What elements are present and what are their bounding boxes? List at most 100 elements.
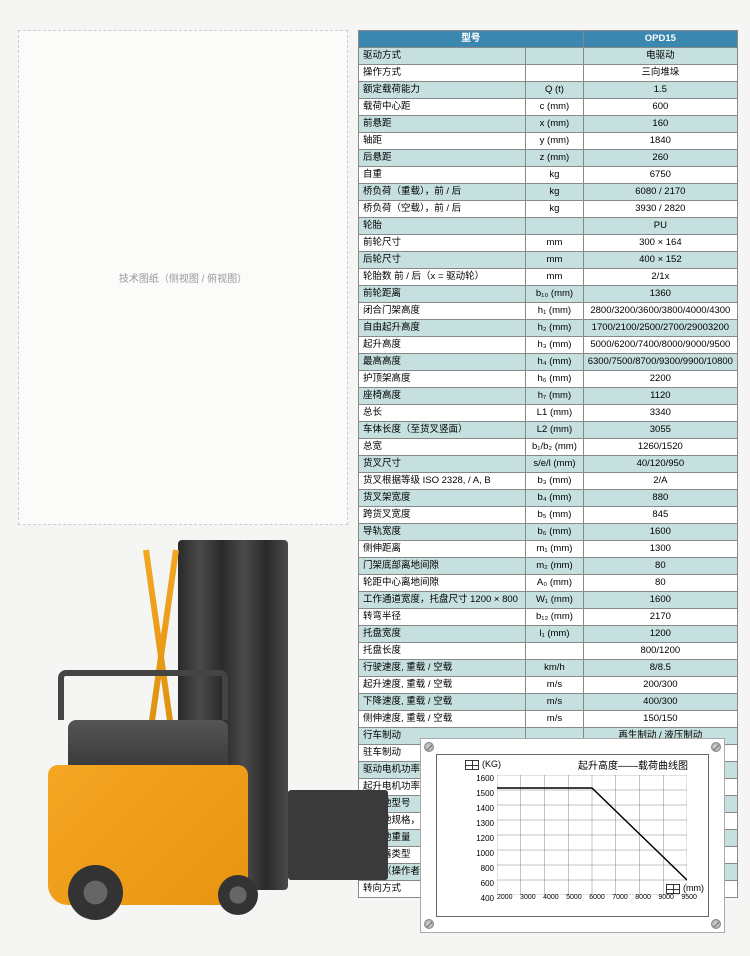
spec-value: 1.5: [583, 82, 737, 99]
x-tick-label: 8000: [635, 894, 651, 901]
screw-icon: [424, 919, 434, 929]
table-header-row: 型号 OPD15: [359, 31, 738, 48]
table-row: 轮胎PU: [359, 218, 738, 235]
screw-icon: [424, 742, 434, 752]
table-row: 货叉根据等级 ISO 2328, / A, Bb₃ (mm)2/A: [359, 473, 738, 490]
header-value: OPD15: [583, 31, 737, 48]
table-row: 自重kg6750: [359, 167, 738, 184]
table-row: 桥负荷（空载），前 / 后kg3930 / 2820: [359, 201, 738, 218]
table-row: 跨货叉宽度b₅ (mm)845: [359, 507, 738, 524]
x-axis-labels: 200030004000500060007000800090009500: [497, 894, 697, 901]
spec-unit: L1 (mm): [526, 405, 583, 422]
spec-unit: b₃ (mm): [526, 473, 583, 490]
front-wheel: [218, 875, 258, 915]
table-row: 侧伸速度, 重载 / 空载m/s150/150: [359, 711, 738, 728]
spec-unit: mm: [526, 269, 583, 286]
spec-label: 总宽: [359, 439, 526, 456]
table-row: 后轮尺寸mm400 × 152: [359, 252, 738, 269]
table-row: 轮距中心离地间隙A₀ (mm)80: [359, 575, 738, 592]
spec-unit: z (mm): [526, 150, 583, 167]
spec-value: 400/300: [583, 694, 737, 711]
table-row: 自由起升高度h₂ (mm)1700/2100/2500/2700/2900320…: [359, 320, 738, 337]
spec-label: 驱动方式: [359, 48, 526, 65]
spec-value: 1360: [583, 286, 737, 303]
x-tick-label: 7000: [612, 894, 628, 901]
spec-value: 6300/7500/8700/9300/9900/10800: [583, 354, 737, 371]
spec-unit: b₆ (mm): [526, 524, 583, 541]
spec-label: 总长: [359, 405, 526, 422]
spec-value: 400 × 152: [583, 252, 737, 269]
spec-value: 80: [583, 558, 737, 575]
spec-value: 1300: [583, 541, 737, 558]
spec-unit: km/h: [526, 660, 583, 677]
spec-value: 2200: [583, 371, 737, 388]
chart-svg: [497, 775, 687, 895]
spec-unit: kg: [526, 184, 583, 201]
spec-label: 起升高度: [359, 337, 526, 354]
table-row: 闭合门架高度h₁ (mm)2800/3200/3600/3800/4000/43…: [359, 303, 738, 320]
table-row: 车体长度（至货叉竖面）L2 (mm)3055: [359, 422, 738, 439]
y-axis-unit: (KG): [465, 759, 501, 770]
table-row: 侧伸距离m₁ (mm)1300: [359, 541, 738, 558]
spec-value: 845: [583, 507, 737, 524]
spec-unit: b₁₂ (mm): [526, 609, 583, 626]
table-row: 工作通道宽度，托盘尺寸 1200 × 800W₁ (mm)1600: [359, 592, 738, 609]
y-tick-label: 800: [462, 861, 494, 876]
spec-unit: h₇ (mm): [526, 388, 583, 405]
spec-value: 2/A: [583, 473, 737, 490]
y-tick-label: 1500: [462, 786, 494, 801]
spec-unit: b₁/b₂ (mm): [526, 439, 583, 456]
spec-label: 自重: [359, 167, 526, 184]
chart-grid: [497, 775, 687, 895]
table-row: 护顶架高度h₆ (mm)2200: [359, 371, 738, 388]
y-tick-label: 1300: [462, 816, 494, 831]
spec-label: 载荷中心距: [359, 99, 526, 116]
spec-label: 前轮距离: [359, 286, 526, 303]
spec-label: 前悬距: [359, 116, 526, 133]
table-row: 货叉尺寸s/e/l (mm)40/120/950: [359, 456, 738, 473]
spec-value: 2/1x: [583, 269, 737, 286]
header-label: 型号: [359, 31, 584, 48]
table-row: 货叉架宽度b₄ (mm)880: [359, 490, 738, 507]
spec-value: 3055: [583, 422, 737, 439]
spec-label: 导轨宽度: [359, 524, 526, 541]
table-row: 转弯半径b₁₂ (mm)2170: [359, 609, 738, 626]
spec-label: 护顶架高度: [359, 371, 526, 388]
spec-label: 车体长度（至货叉竖面）: [359, 422, 526, 439]
spec-unit: h₆ (mm): [526, 371, 583, 388]
table-row: 起升速度, 重载 / 空载m/s200/300: [359, 677, 738, 694]
table-row: 轮胎数 前 / 后（x = 驱动轮）mm2/1x: [359, 269, 738, 286]
spec-unit: L2 (mm): [526, 422, 583, 439]
y-tick-label: 1600: [462, 771, 494, 786]
spec-value: 6080 / 2170: [583, 184, 737, 201]
table-row: 前轮距离b₁₀ (mm)1360: [359, 286, 738, 303]
drawing-label: 技术图纸（侧视图 / 俯视图）: [119, 270, 247, 285]
y-tick-label: 1200: [462, 831, 494, 846]
pallet-icon: [465, 760, 479, 770]
spec-value: 200/300: [583, 677, 737, 694]
table-row: 额定载荷能力Q (t)1.5: [359, 82, 738, 99]
spec-unit: b₄ (mm): [526, 490, 583, 507]
spec-value: 600: [583, 99, 737, 116]
spec-unit: mm: [526, 252, 583, 269]
table-row: 驱动方式电驱动: [359, 48, 738, 65]
y-tick-label: 1000: [462, 846, 494, 861]
spec-value: 800/1200: [583, 643, 737, 660]
spec-value: 3930 / 2820: [583, 201, 737, 218]
table-row: 门架底部离地间隙m₂ (mm)80: [359, 558, 738, 575]
pallet-icon: [666, 884, 680, 894]
spec-label: 货叉尺寸: [359, 456, 526, 473]
table-row: 座椅高度h₇ (mm)1120: [359, 388, 738, 405]
spec-unit: [526, 65, 583, 82]
spec-value: 1600: [583, 524, 737, 541]
spec-unit: c (mm): [526, 99, 583, 116]
spec-unit: h₄ (mm): [526, 354, 583, 371]
spec-unit: m/s: [526, 677, 583, 694]
spec-label: 最高高度: [359, 354, 526, 371]
spec-value: 8/8.5: [583, 660, 737, 677]
rear-wheel: [68, 865, 123, 920]
spec-label: 货叉架宽度: [359, 490, 526, 507]
x-tick-label: 9500: [681, 894, 697, 901]
x-tick-label: 5000: [566, 894, 582, 901]
table-row: 后悬距z (mm)260: [359, 150, 738, 167]
